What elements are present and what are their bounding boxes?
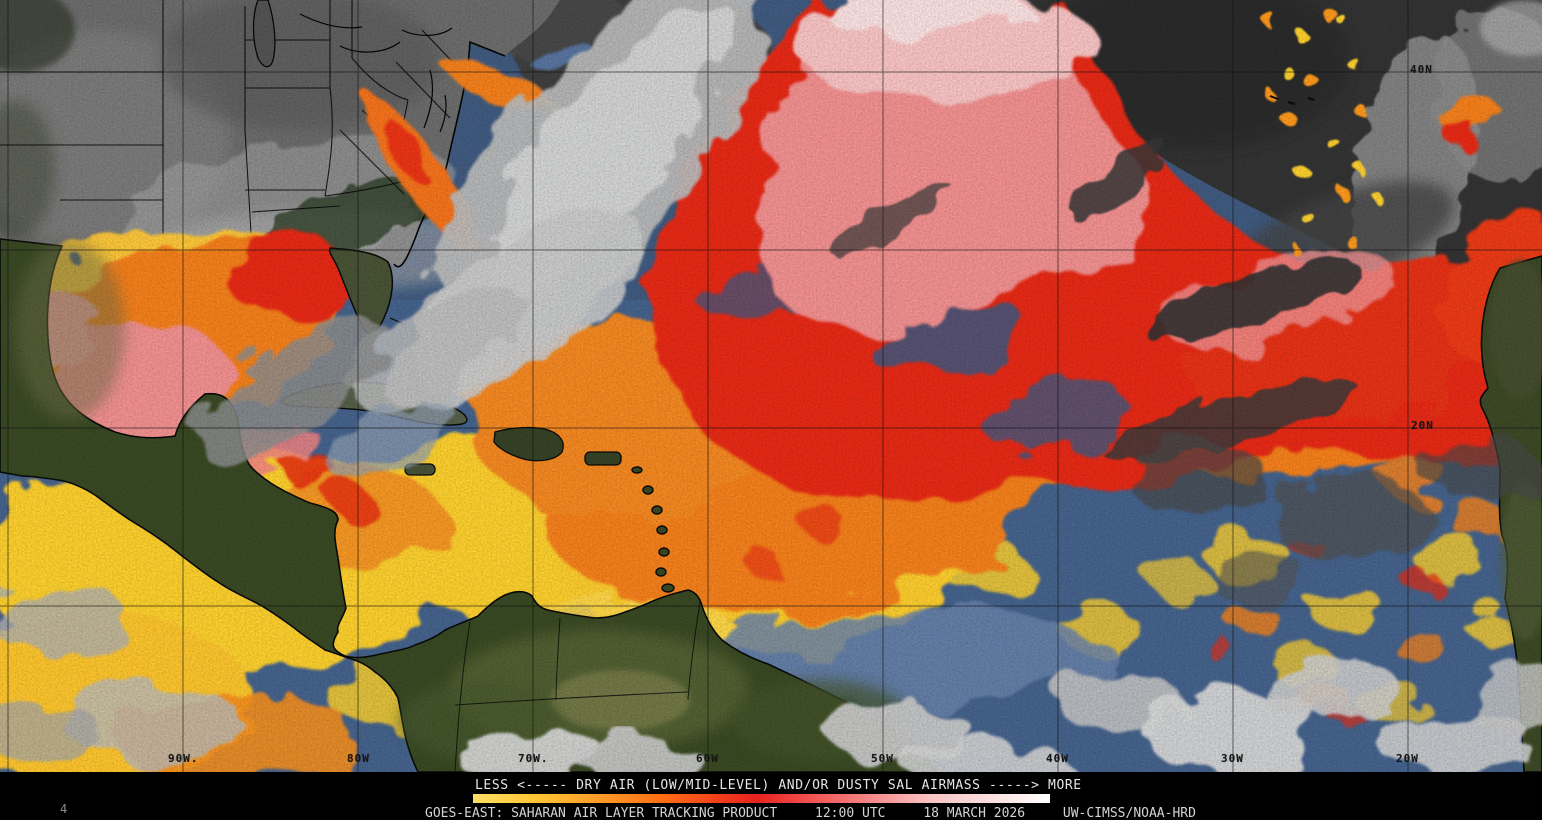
lon-label-50w: 50W	[871, 752, 894, 765]
lon-label-20w: 20W	[1396, 752, 1419, 765]
lon-label-60w: 60W	[696, 752, 719, 765]
product-time: 12:00 UTC	[815, 806, 886, 820]
lon-label-70w: 70W.	[518, 752, 549, 765]
product-caption: GOES-EAST: SAHARAN AIR LAYER TRACKING PR…	[425, 806, 1196, 820]
sal-colorbar	[473, 794, 1050, 803]
product-date: 18 MARCH 2026	[923, 806, 1026, 820]
lat-label-20n: 20N	[1411, 419, 1434, 432]
frame-counter: 4	[60, 802, 68, 816]
satellite-map-canvas	[0, 0, 1542, 772]
lat-label-40n: 40N	[1410, 63, 1433, 76]
image-grain	[0, 0, 1542, 772]
latlon-gridlines	[0, 0, 1542, 772]
lon-label-30w: 30W	[1221, 752, 1244, 765]
product-title: GOES-EAST: SAHARAN AIR LAYER TRACKING PR…	[425, 806, 778, 820]
bottom-annotation-bar: LESS <----- DRY AIR (LOW/MID-LEVEL) AND/…	[0, 772, 1542, 820]
product-credit: UW-CIMSS/NOAA-HRD	[1062, 806, 1196, 820]
lon-label-90w: 90W.	[168, 752, 199, 765]
lon-label-40w: 40W	[1046, 752, 1069, 765]
colorbar-legend-text: LESS <----- DRY AIR (LOW/MID-LEVEL) AND/…	[475, 778, 1082, 793]
satellite-map: 40N 20N 90W. 80W 70W. 60W 50W 40W 30W 20…	[0, 0, 1542, 772]
lon-label-80w: 80W	[347, 752, 370, 765]
